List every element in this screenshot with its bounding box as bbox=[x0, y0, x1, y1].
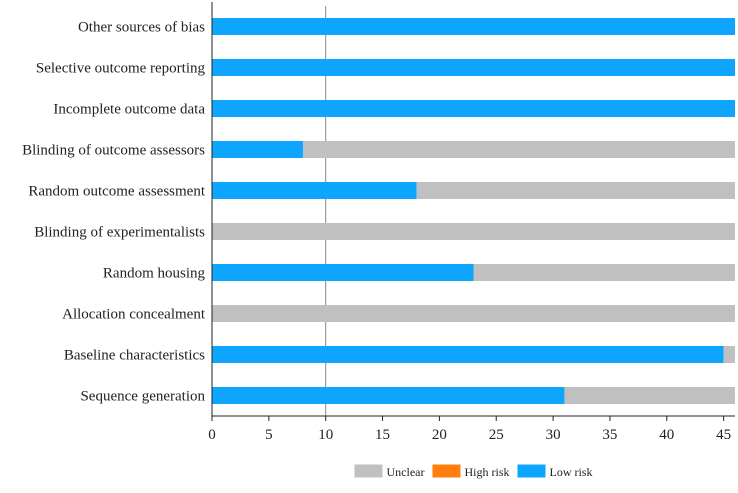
bar-random-housing-low-risk bbox=[212, 264, 474, 281]
legend: Unclear High risk Low risk bbox=[354, 464, 592, 479]
bar-random-outcome-assessment-low-risk bbox=[212, 182, 417, 199]
bar-baseline-characteristics-low-risk bbox=[212, 346, 724, 363]
x-tick-label-5: 5 bbox=[265, 427, 273, 443]
bar-baseline-characteristics-unclear bbox=[723, 346, 735, 363]
bar-random-housing-unclear bbox=[473, 264, 735, 281]
category-label-blinding-of-experimentalists: Blinding of experimentalists bbox=[34, 225, 205, 241]
x-tick-label-30: 30 bbox=[546, 427, 561, 443]
labels-layer: Other sources of bias Selective outcome r… bbox=[22, 20, 206, 405]
x-tick-label-45: 45 bbox=[716, 427, 731, 443]
category-label-other-sources-of-bias: Other sources of bias bbox=[78, 20, 205, 36]
x-tick-label-40: 40 bbox=[659, 427, 674, 443]
x-tick-label-0: 0 bbox=[208, 427, 216, 443]
bar-random-outcome-assessment-unclear bbox=[416, 182, 735, 199]
bar-blinding-of-outcome-assessors-unclear bbox=[302, 141, 735, 158]
x-tick-label-10: 10 bbox=[318, 427, 333, 443]
bar-other-sources-of-bias-low-risk bbox=[212, 18, 735, 35]
category-label-incomplete-outcome-data: Incomplete outcome data bbox=[53, 102, 205, 118]
bar-blinding-of-experimentalists-unclear bbox=[212, 223, 735, 240]
bar-blinding-of-outcome-assessors-low-risk bbox=[212, 141, 303, 158]
category-label-baseline-characteristics: Baseline characteristics bbox=[64, 348, 205, 364]
bar-sequence-generation-low-risk bbox=[212, 387, 565, 404]
legend-label-high-risk: High risk bbox=[464, 465, 509, 479]
bar-selective-outcome-reporting-low-risk bbox=[212, 59, 735, 76]
x-tick-label-25: 25 bbox=[489, 427, 504, 443]
category-label-blinding-of-outcome-assessors: Blinding of outcome assessors bbox=[22, 143, 205, 159]
x-tick-label-20: 20 bbox=[432, 427, 447, 443]
bars-layer bbox=[212, 18, 735, 404]
category-label-sequence-generation: Sequence generation bbox=[80, 389, 205, 405]
legend-swatch-low-risk bbox=[517, 464, 546, 478]
category-label-allocation-concealment: Allocation concealment bbox=[62, 307, 206, 323]
bar-allocation-concealment-unclear bbox=[212, 305, 735, 322]
category-label-random-housing: Random housing bbox=[103, 266, 206, 282]
axes-layer: 0 5 10 15 20 25 30 35 40 45 bbox=[208, 2, 735, 443]
category-label-random-outcome-assessment: Random outcome assessment bbox=[28, 184, 205, 200]
category-label-selective-outcome-reporting: Selective outcome reporting bbox=[36, 61, 206, 77]
legend-label-unclear: Unclear bbox=[387, 465, 425, 479]
legend-label-low-risk: Low risk bbox=[549, 465, 592, 479]
legend-swatch-high-risk bbox=[432, 464, 461, 478]
x-tick-label-35: 35 bbox=[602, 427, 617, 443]
legend-swatch-unclear bbox=[354, 464, 383, 478]
bar-incomplete-outcome-data-low-risk bbox=[212, 100, 735, 117]
bar-sequence-generation-unclear bbox=[564, 387, 735, 404]
x-tick-label-15: 15 bbox=[375, 427, 390, 443]
